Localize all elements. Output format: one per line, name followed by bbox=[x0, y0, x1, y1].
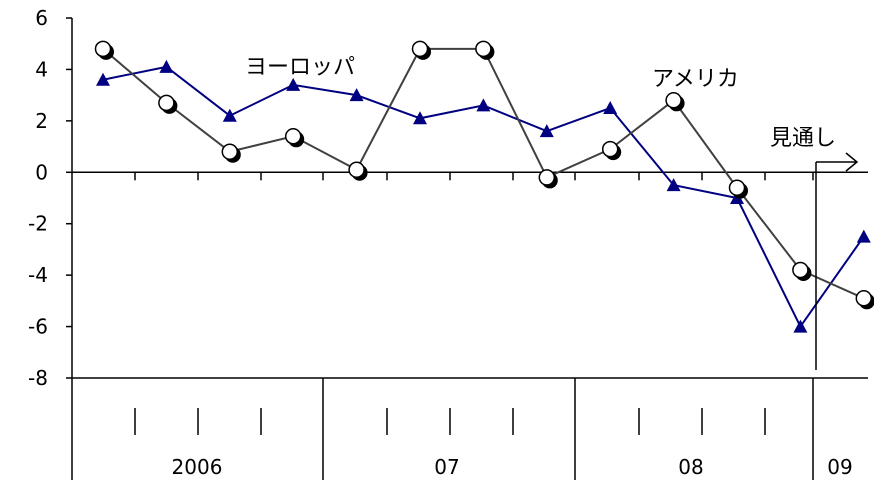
marker-face bbox=[94, 40, 112, 58]
marker-face bbox=[538, 169, 556, 186]
series-line-america bbox=[102, 47, 865, 300]
y-tick-label: 6 bbox=[35, 6, 48, 30]
data-point-america bbox=[538, 169, 558, 189]
marker-face bbox=[792, 261, 809, 279]
data-point-america bbox=[411, 40, 431, 60]
marker-face bbox=[475, 40, 492, 58]
y-axis-ticks: 6 4 2 0 -2 -4 -6 -8 bbox=[28, 6, 72, 390]
marker-face bbox=[158, 94, 175, 112]
year-label: 07 bbox=[434, 455, 459, 479]
marker-face bbox=[665, 92, 682, 109]
data-point-europe bbox=[793, 319, 808, 333]
year-label: 08 bbox=[678, 455, 703, 479]
x-axis: 2006 07 08 09 bbox=[134, 172, 853, 480]
y-tick-label: -8 bbox=[28, 366, 48, 390]
data-point-europe bbox=[96, 72, 110, 86]
marker-face bbox=[284, 128, 302, 145]
data-point-europe bbox=[349, 88, 364, 102]
marker-face bbox=[601, 140, 619, 158]
forecast-marker bbox=[815, 152, 859, 370]
data-point-america bbox=[94, 40, 114, 60]
y-tick-label: 4 bbox=[35, 57, 48, 81]
y-tick-label: 2 bbox=[35, 109, 48, 133]
axes bbox=[71, 18, 868, 480]
y-tick-label: -6 bbox=[28, 315, 48, 339]
series-group bbox=[94, 40, 874, 333]
data-point-america bbox=[158, 94, 178, 114]
data-point-europe bbox=[476, 98, 491, 112]
series-label-europe: ヨーロッパ bbox=[245, 55, 355, 80]
year-label: 2006 bbox=[172, 455, 223, 479]
data-point-america bbox=[284, 128, 305, 148]
data-point-america bbox=[855, 290, 874, 310]
forecast-annotation: 見通し bbox=[770, 126, 836, 151]
y-tick-label: -4 bbox=[28, 263, 48, 287]
data-point-europe bbox=[286, 77, 301, 91]
data-point-europe bbox=[222, 108, 237, 122]
data-point-america bbox=[665, 92, 685, 112]
data-point-america bbox=[475, 40, 495, 60]
data-point-america bbox=[792, 261, 812, 281]
data-point-america bbox=[728, 179, 748, 199]
data-point-america bbox=[221, 143, 241, 163]
marker-face bbox=[221, 143, 239, 160]
data-point-europe bbox=[539, 124, 554, 138]
data-point-america bbox=[601, 140, 622, 161]
marker-face bbox=[411, 40, 429, 58]
marker-face bbox=[855, 290, 873, 307]
data-point-europe bbox=[666, 178, 681, 192]
marker-face bbox=[348, 161, 365, 178]
data-point-europe bbox=[413, 111, 427, 125]
data-point-europe bbox=[603, 101, 618, 114]
marker-face bbox=[728, 179, 746, 196]
data-point-europe bbox=[159, 59, 174, 73]
y-tick-label: -2 bbox=[28, 212, 48, 236]
y-tick-label: 0 bbox=[35, 160, 48, 184]
data-point-america bbox=[348, 161, 368, 181]
data-point-europe bbox=[856, 229, 871, 243]
series-label-america: アメリカ bbox=[652, 67, 739, 92]
forecast-arrow-head bbox=[845, 152, 859, 172]
year-label: 09 bbox=[827, 455, 852, 479]
